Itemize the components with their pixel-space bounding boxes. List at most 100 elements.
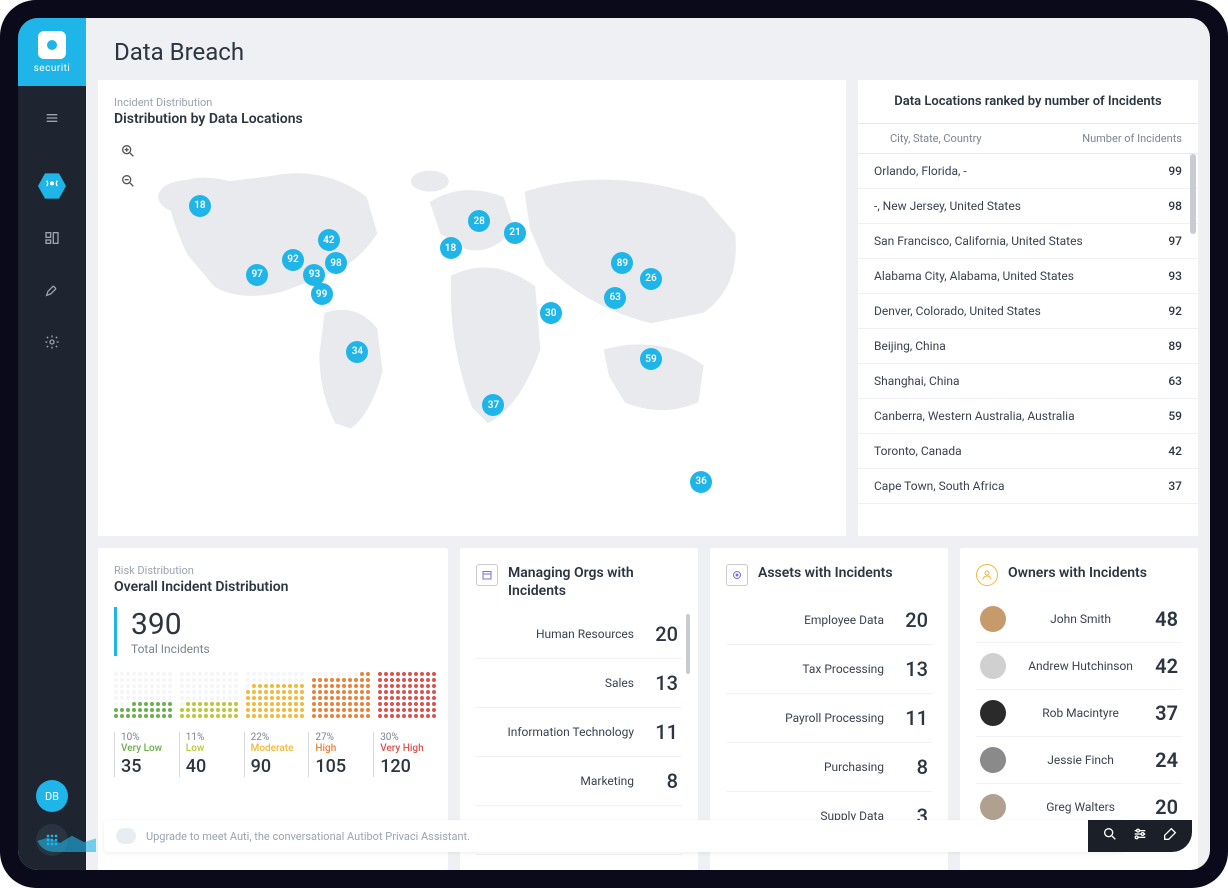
owner-count: 20: [1155, 795, 1178, 819]
owner-row[interactable]: John Smith48: [976, 596, 1182, 643]
page-header: Data Breach: [86, 18, 1210, 80]
nav-item-tools[interactable]: [34, 272, 70, 308]
map-bubble[interactable]: 63: [604, 287, 626, 309]
total-label: Total Incidents: [131, 642, 432, 656]
map-bubble[interactable]: 30: [540, 302, 562, 324]
location-row[interactable]: Orlando, Florida, -99: [858, 154, 1198, 189]
footer-bar[interactable]: Upgrade to meet Auti, the conversational…: [104, 820, 1124, 852]
risk-bin: 27%High105: [308, 732, 367, 777]
list-item[interactable]: Payroll Processing11: [726, 694, 932, 743]
list-item[interactable]: Purchasing8: [726, 743, 932, 792]
map-container[interactable]: 184292979398993437182821308926635936: [114, 137, 830, 520]
assets-title: Assets with Incidents: [758, 564, 893, 582]
map-bubble[interactable]: 59: [640, 348, 662, 370]
map-bubble[interactable]: 28: [468, 210, 490, 232]
bin-level: Low: [186, 743, 238, 754]
owner-row[interactable]: Andrew Hutchinson42: [976, 643, 1182, 690]
bin-level: High: [315, 743, 367, 754]
item-count: 13: [900, 657, 928, 681]
user-badge[interactable]: DB: [36, 780, 68, 812]
list-item[interactable]: Information Technology11: [476, 708, 682, 757]
calendar-icon: [476, 564, 498, 586]
bin-count: 105: [315, 756, 367, 777]
location-row[interactable]: Beijing, China89: [858, 329, 1198, 364]
bin-level: Very Low: [121, 743, 173, 754]
risk-dot-chart: [114, 672, 432, 718]
map-bubble[interactable]: 99: [311, 283, 333, 305]
locations-columns: City, State, Country Number of Incidents: [858, 124, 1198, 154]
map-bubble[interactable]: 34: [346, 341, 368, 363]
logo-icon: [38, 31, 66, 59]
owner-count: 24: [1155, 748, 1178, 772]
build-icon[interactable]: [1162, 826, 1178, 846]
item-name: Marketing: [480, 774, 650, 788]
location-row[interactable]: Toronto, Canada42: [858, 434, 1198, 469]
bin-count: 120: [380, 756, 432, 777]
orgs-list[interactable]: Human Resources20Sales13Information Tech…: [476, 610, 682, 855]
location-name: -, New Jersey, United States: [874, 199, 1168, 213]
map-bubble[interactable]: 21: [504, 222, 526, 244]
map-bubble[interactable]: 18: [189, 195, 211, 217]
location-name: Denver, Colorado, United States: [874, 304, 1168, 318]
bin-pct: 10%: [121, 732, 173, 743]
locations-list[interactable]: Orlando, Florida, -99-, New Jersey, Unit…: [858, 154, 1198, 536]
nav-item-broadcast[interactable]: [34, 168, 70, 204]
list-item[interactable]: Marketing8: [476, 757, 682, 806]
map-bubble[interactable]: 89: [611, 252, 633, 274]
scrollbar[interactable]: [686, 614, 690, 674]
list-item[interactable]: Tax Processing13: [726, 645, 932, 694]
assets-list[interactable]: Employee Data20Tax Processing13Payroll P…: [726, 596, 932, 841]
map-card: Incident Distribution Distribution by Da…: [98, 80, 846, 536]
scrollbar[interactable]: [1190, 154, 1196, 234]
top-row: Incident Distribution Distribution by Da…: [98, 80, 1198, 536]
menu-toggle-icon[interactable]: [34, 100, 70, 136]
risk-bins: 10%Very Low3511%Low4022%Moderate9027%Hig…: [114, 732, 432, 777]
map-bubble[interactable]: 37: [482, 394, 504, 416]
map-bubble[interactable]: 98: [325, 252, 347, 274]
location-name: Alabama City, Alabama, United States: [874, 269, 1168, 283]
list-item[interactable]: Employee Data20: [726, 596, 932, 645]
nav-item-settings[interactable]: [34, 324, 70, 360]
location-count: 37: [1168, 479, 1182, 493]
zoom-in-icon[interactable]: [120, 143, 136, 163]
location-row[interactable]: San Francisco, California, United States…: [858, 224, 1198, 259]
avatar: [980, 747, 1006, 773]
total-incidents: 390 Total Incidents: [114, 607, 432, 656]
location-row[interactable]: Shanghai, China63: [858, 364, 1198, 399]
map-bubble[interactable]: 42: [318, 229, 340, 251]
location-row[interactable]: Alabama City, Alabama, United States93: [858, 259, 1198, 294]
bin-count: 35: [121, 756, 173, 777]
owner-row[interactable]: Jessie Finch24: [976, 737, 1182, 784]
map-bubble[interactable]: 18: [440, 237, 462, 259]
risk-bin: 22%Moderate90: [244, 732, 303, 777]
item-count: 11: [900, 706, 928, 730]
zoom-out-icon[interactable]: [120, 173, 136, 193]
owners-list[interactable]: John Smith48Andrew Hutchinson42Rob Macin…: [976, 596, 1182, 831]
location-row[interactable]: Cape Town, South Africa37: [858, 469, 1198, 504]
location-row[interactable]: -, New Jersey, United States98: [858, 189, 1198, 224]
col-location: City, State, Country: [874, 132, 1082, 145]
location-row[interactable]: Canberra, Western Australia, Australia59: [858, 399, 1198, 434]
list-item[interactable]: Human Resources20: [476, 610, 682, 659]
broadcast-icon: [38, 172, 66, 200]
bin-pct: 11%: [186, 732, 238, 743]
sliders-icon[interactable]: [1132, 826, 1148, 846]
item-name: Sales: [480, 676, 650, 690]
map-bubble[interactable]: 97: [246, 264, 268, 286]
map-title: Distribution by Data Locations: [114, 111, 830, 127]
map-bubble[interactable]: 92: [282, 249, 304, 271]
location-row[interactable]: Denver, Colorado, United States92: [858, 294, 1198, 329]
map-bubble[interactable]: 26: [640, 268, 662, 290]
brand-logo[interactable]: securiti: [18, 18, 86, 86]
item-count: 11: [650, 720, 678, 744]
page-title: Data Breach: [114, 38, 1182, 66]
map-bubble[interactable]: 36: [690, 471, 712, 493]
owner-row[interactable]: Rob Macintyre37: [976, 690, 1182, 737]
col-count: Number of Incidents: [1082, 132, 1182, 145]
list-item[interactable]: Sales13: [476, 659, 682, 708]
risk-bin: 11%Low40: [179, 732, 238, 777]
item-name: Payroll Processing: [730, 711, 900, 725]
search-icon[interactable]: [1102, 826, 1118, 846]
world-map: [114, 137, 830, 520]
nav-item-layout[interactable]: [34, 220, 70, 256]
